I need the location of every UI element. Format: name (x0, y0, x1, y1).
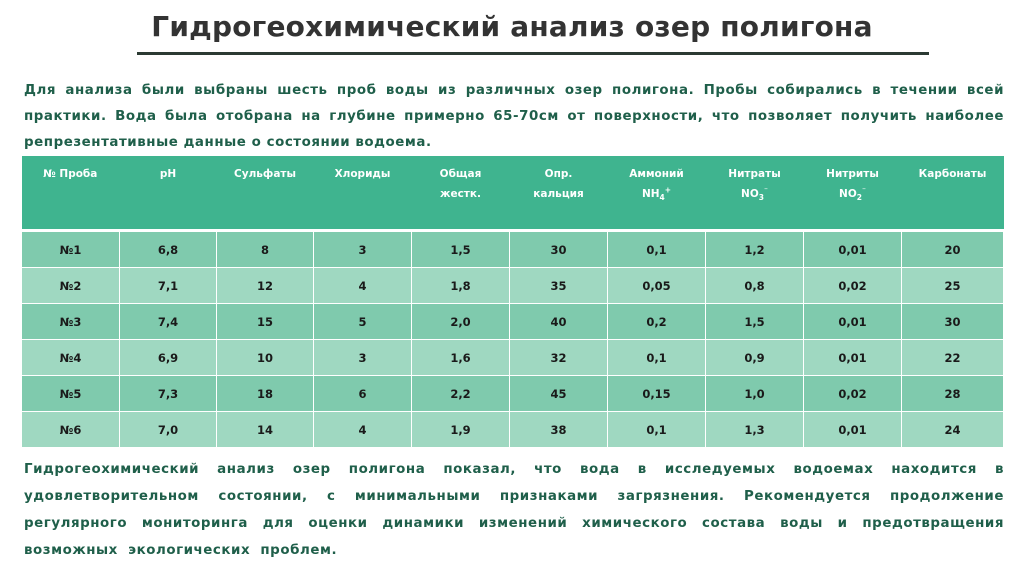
table-cell: 0,01 (803, 411, 902, 448)
table-cell: 1,5 (705, 303, 804, 340)
table-cell: 7,1 (119, 267, 217, 304)
table-cell: 0,01 (803, 303, 902, 340)
table-cell: 30 (509, 230, 608, 268)
table-cell: 14 (216, 411, 314, 448)
table-header-row: № Проба pH Сульфаты Хлориды Общая жестк. … (21, 156, 1004, 232)
col-header: pH (119, 156, 217, 232)
title-underline (137, 52, 929, 55)
table-cell: 3 (313, 339, 412, 376)
table-cell: 0,8 (705, 267, 804, 304)
table-cell: 12 (216, 267, 314, 304)
table-cell: 24 (901, 411, 1004, 448)
table-cell: 32 (509, 339, 608, 376)
table-cell: 15 (216, 303, 314, 340)
table-cell: 35 (509, 267, 608, 304)
table-cell: 1,5 (411, 230, 510, 268)
table-cell: 38 (509, 411, 608, 448)
table-cell: 0,01 (803, 339, 902, 376)
table-cell: 0,2 (607, 303, 706, 340)
table-cell: №6 (21, 411, 120, 448)
col-header: Хлориды (313, 156, 412, 232)
table-cell: 30 (901, 303, 1004, 340)
intro-paragraph: Для анализа были выбраны шесть проб воды… (24, 83, 1004, 150)
table-cell: 40 (509, 303, 608, 340)
table-cell: 45 (509, 375, 608, 412)
table-cell: 20 (901, 230, 1004, 268)
table-cell: 18 (216, 375, 314, 412)
table-cell: 25 (901, 267, 1004, 304)
page-title: Гидрогеохимический анализ озер полигона (151, 10, 873, 43)
table-row: №6 7,0 14 4 1,9 38 0,1 1,3 0,01 24 (21, 411, 1004, 448)
table-cell: 0,1 (607, 230, 706, 268)
table-row: №4 6,9 10 3 1,6 32 0,1 0,9 0,01 22 (21, 339, 1004, 376)
table-row: №2 7,1 12 4 1,8 35 0,05 0,8 0,02 25 (21, 267, 1004, 304)
table-cell: 7,0 (119, 411, 217, 448)
col-header: Общая жестк. (411, 156, 510, 232)
col-header: Нитриты NO2⁻ (803, 156, 902, 232)
col-header: Опр. кальция (509, 156, 608, 232)
table-cell: 6 (313, 375, 412, 412)
table-cell: 28 (901, 375, 1004, 412)
table-row: №1 6,8 8 3 1,5 30 0,1 1,2 0,01 20 (21, 230, 1004, 268)
table-row: №5 7,3 18 6 2,2 45 0,15 1,0 0,02 28 (21, 375, 1004, 412)
table-cell: 0,02 (803, 375, 902, 412)
table-cell: №2 (21, 267, 120, 304)
table-cell: 1,3 (705, 411, 804, 448)
table-cell: 10 (216, 339, 314, 376)
table-cell: 0,1 (607, 411, 706, 448)
table-cell: 6,8 (119, 230, 217, 268)
col-header: Нитраты NO3⁻ (705, 156, 804, 232)
table-cell: 7,4 (119, 303, 217, 340)
table-cell: 22 (901, 339, 1004, 376)
table-cell: 1,6 (411, 339, 510, 376)
table-cell: 1,9 (411, 411, 510, 448)
col-header: Сульфаты (216, 156, 314, 232)
table-cell: 1,2 (705, 230, 804, 268)
table-cell: №3 (21, 303, 120, 340)
table-cell: 8 (216, 230, 314, 268)
table-cell: №1 (21, 230, 120, 268)
table-cell: 2,0 (411, 303, 510, 340)
table-cell: 7,3 (119, 375, 217, 412)
col-header: Аммоний NH4+ (607, 156, 706, 232)
table-cell: 4 (313, 267, 412, 304)
table-cell: 0,15 (607, 375, 706, 412)
table-cell: №4 (21, 339, 120, 376)
table-cell: №5 (21, 375, 120, 412)
table-cell: 6,9 (119, 339, 217, 376)
table-cell: 0,01 (803, 230, 902, 268)
table-cell: 0,02 (803, 267, 902, 304)
table-row: №3 7,4 15 5 2,0 40 0,2 1,5 0,01 30 (21, 303, 1004, 340)
table-cell: 3 (313, 230, 412, 268)
table-cell: 4 (313, 411, 412, 448)
table-cell: 2,2 (411, 375, 510, 412)
table-cell: 0,9 (705, 339, 804, 376)
table-cell: 0,05 (607, 267, 706, 304)
table-cell: 5 (313, 303, 412, 340)
col-header: № Проба (21, 156, 120, 232)
conclusion-paragraph: Гидрогеохимический анализ озер полигона … (24, 462, 1004, 558)
table-cell: 1,0 (705, 375, 804, 412)
water-analysis-table: № Проба pH Сульфаты Хлориды Общая жестк. … (21, 156, 1004, 448)
table-cell: 1,8 (411, 267, 510, 304)
col-header: Карбонаты (901, 156, 1004, 232)
table-cell: 0,1 (607, 339, 706, 376)
